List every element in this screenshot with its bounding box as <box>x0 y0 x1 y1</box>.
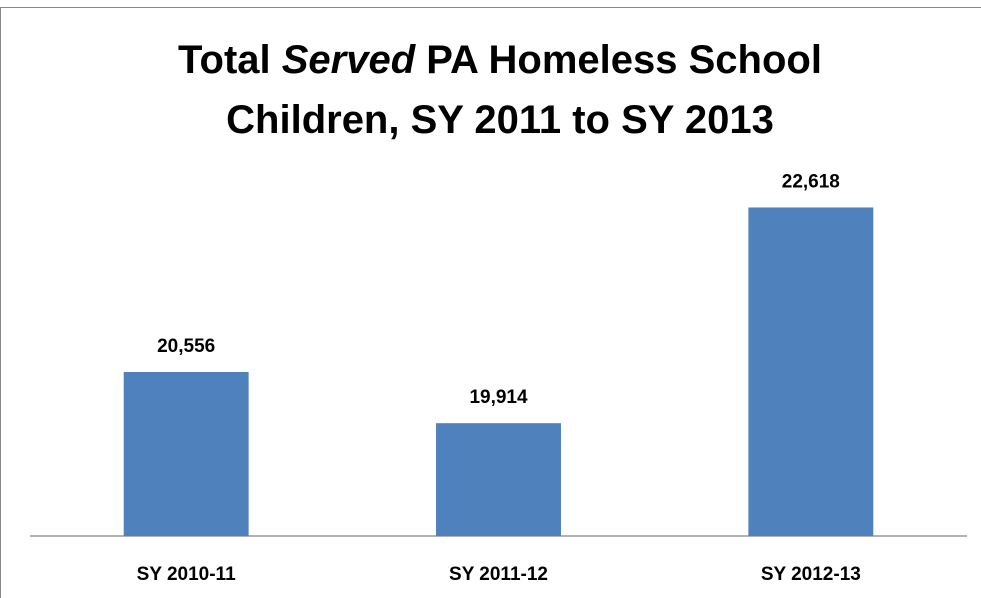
data-label: 22,618 <box>782 171 840 192</box>
x-tick-label: SY 2012-13 <box>761 564 861 585</box>
x-tick-label: SY 2011-12 <box>449 564 548 585</box>
bar <box>436 423 561 536</box>
bar <box>123 371 249 536</box>
x-tick-label: SY 2010-11 <box>137 564 236 585</box>
data-label: 19,914 <box>469 387 528 408</box>
bar <box>748 207 874 537</box>
chart-title: Total Served PA Homeless School Children,… <box>178 38 822 142</box>
data-label: 20,556 <box>157 336 215 357</box>
